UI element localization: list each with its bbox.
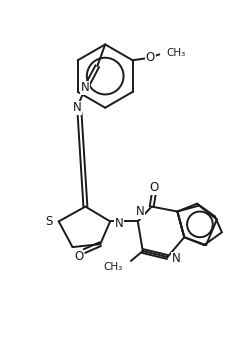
Text: N: N [135, 205, 144, 218]
Text: CH₃: CH₃ [166, 48, 185, 58]
Text: O: O [74, 251, 83, 264]
Text: O: O [149, 181, 158, 194]
Text: S: S [45, 215, 53, 228]
Text: CH₃: CH₃ [104, 262, 123, 272]
Text: N: N [81, 82, 90, 95]
Text: N: N [115, 217, 124, 230]
Text: N: N [73, 101, 82, 114]
Text: N: N [172, 253, 180, 266]
Text: O: O [146, 51, 155, 64]
